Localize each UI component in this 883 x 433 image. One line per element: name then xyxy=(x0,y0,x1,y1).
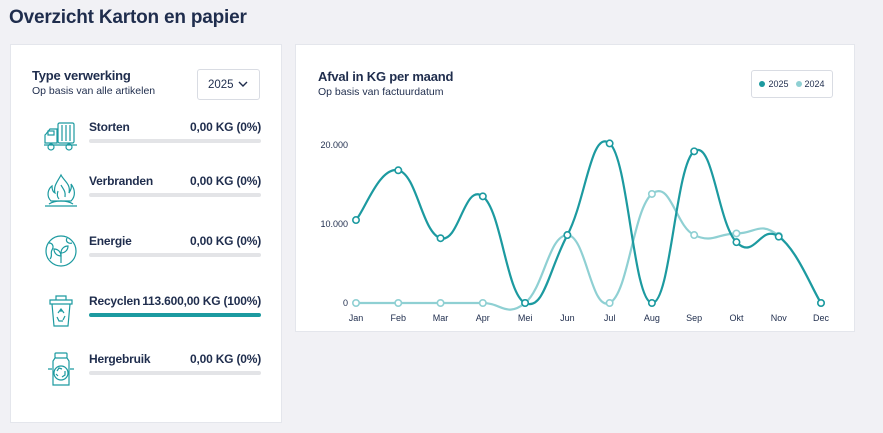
progress-track xyxy=(89,139,261,143)
y-tick-label: 20.000 xyxy=(320,140,348,150)
data-point-2025 xyxy=(478,192,487,201)
row-verbranden: Verbranden 0,00 KG (0%) xyxy=(41,171,261,211)
legend-swatch xyxy=(795,81,802,87)
monthly-waste-chart: 0 10.000 20.000 Jan Feb Mar Apr Mei Jun Jul Aug Sep… xyxy=(320,139,830,323)
y-tick-label: 0 xyxy=(343,298,348,308)
row-energie: Energie 0,00 KG (0%) xyxy=(41,231,261,271)
data-point-2025 xyxy=(436,234,445,243)
row-label: Verbranden xyxy=(89,174,154,188)
data-point-2025 xyxy=(521,299,530,308)
x-tick-label: Mei xyxy=(518,313,533,323)
chevron-down-icon xyxy=(238,81,248,87)
legend-item-2024[interactable]: 2024 xyxy=(795,79,825,89)
x-tick-label: Mar xyxy=(433,313,449,323)
data-point-2025 xyxy=(605,139,614,148)
y-tick-label: 10.000 xyxy=(320,219,348,229)
row-label: Storten xyxy=(89,120,130,134)
row-value: 113.600,00 KG (100%) xyxy=(142,294,261,308)
row-value: 0,00 KG (0%) xyxy=(190,234,261,248)
row-value: 0,00 KG (0%) xyxy=(190,352,261,366)
recycle-bin-icon xyxy=(49,295,73,327)
fire-icon xyxy=(45,173,77,207)
data-point-2025 xyxy=(394,166,403,175)
data-point-2024 xyxy=(605,299,614,308)
legend-label: 2024 xyxy=(804,79,825,89)
x-tick-label: Nov xyxy=(771,313,788,323)
data-point-2024 xyxy=(394,299,403,308)
monthly-waste-card: 0 10.000 20.000 Jan Feb Mar Apr Mei Jun Jul Aug Sep… xyxy=(295,44,855,332)
row-label: Hergebruik xyxy=(89,352,151,366)
progress-track xyxy=(89,371,261,375)
progress-track xyxy=(89,253,261,257)
chart-subtitle: Op basis van factuurdatum xyxy=(318,86,444,98)
x-tick-label: Jun xyxy=(560,313,575,323)
x-tick-label: Aug xyxy=(644,313,660,323)
processing-type-subtitle: Op basis van alle artikelen xyxy=(32,85,156,97)
data-point-2025 xyxy=(774,232,783,241)
data-point-2025 xyxy=(351,216,360,225)
year-select[interactable]: 2025 xyxy=(197,69,260,100)
reuse-jar-icon xyxy=(48,352,74,386)
data-point-2025 xyxy=(732,238,741,247)
data-point-2024 xyxy=(436,299,445,308)
row-hergebruik: Hergebruik 0,00 KG (0%) xyxy=(41,349,261,389)
x-tick-label: Apr xyxy=(476,313,490,323)
data-point-2024 xyxy=(647,189,656,198)
x-tick-label: Okt xyxy=(729,313,744,323)
progress-fill xyxy=(89,313,261,317)
row-value: 0,00 KG (0%) xyxy=(190,120,261,134)
x-tick-label: Sep xyxy=(686,313,702,323)
data-point-2025 xyxy=(647,299,656,308)
data-point-2025 xyxy=(816,299,825,308)
page-title: Overzicht Karton en papier xyxy=(9,7,247,28)
processing-type-title: Type verwerking xyxy=(32,68,131,83)
garbage-truck-icon xyxy=(44,122,77,151)
series-line-2024 xyxy=(355,190,822,311)
globe-plant-icon xyxy=(45,235,77,267)
series-line-2025 xyxy=(355,140,822,306)
data-point-2024 xyxy=(732,229,741,238)
row-recyclen: Recyclen 113.600,00 KG (100%) xyxy=(41,291,261,331)
x-tick-label: Feb xyxy=(391,313,407,323)
row-storten: Storten 0,00 KG (0%) xyxy=(41,117,261,157)
legend-label: 2025 xyxy=(768,79,789,89)
data-point-2024 xyxy=(351,299,360,308)
data-point-2024 xyxy=(690,231,699,240)
data-point-2025 xyxy=(690,147,699,156)
x-tick-label: Jul xyxy=(604,313,616,323)
x-tick-label: Dec xyxy=(813,313,830,323)
row-label: Energie xyxy=(89,234,132,248)
chart-legend: 2025 2024 xyxy=(751,70,833,98)
progress-track xyxy=(89,313,261,317)
year-select-value: 2025 xyxy=(208,78,234,91)
legend-swatch xyxy=(759,81,766,87)
row-label: Recyclen xyxy=(89,294,141,308)
data-point-2024 xyxy=(478,299,487,308)
processing-type-card: Type verwerking Op basis van alle artike… xyxy=(10,44,282,423)
legend-item-2025[interactable]: 2025 xyxy=(759,79,789,89)
data-point-2025 xyxy=(563,231,572,240)
x-tick-label: Jan xyxy=(349,313,364,323)
chart-title: Afval in KG per maand xyxy=(318,69,454,84)
row-value: 0,00 KG (0%) xyxy=(190,174,261,188)
progress-track xyxy=(89,193,261,197)
